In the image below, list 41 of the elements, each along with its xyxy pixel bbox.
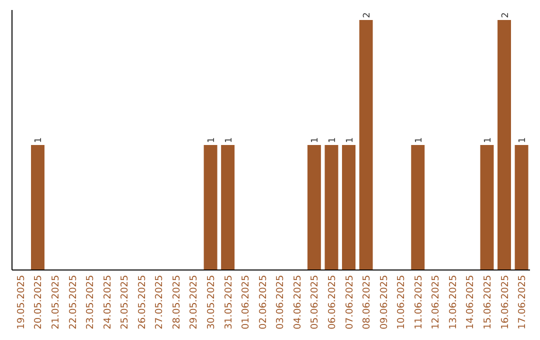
x-tick-label: 16.06.2025 [500, 275, 511, 330]
data-label: 1 [224, 137, 234, 143]
data-label: 2 [362, 12, 373, 18]
x-tick-label: 07.06.2025 [344, 275, 356, 330]
data-label: 1 [34, 137, 44, 143]
x-tick-label: 29.05.2025 [188, 275, 200, 330]
data-label: 1 [414, 137, 424, 143]
x-tick-label: 09.06.2025 [378, 275, 390, 330]
x-tick-label: 10.06.2025 [396, 275, 408, 330]
x-tick-label: 12.06.2025 [430, 275, 442, 330]
x-tick-label: 05.06.2025 [310, 275, 321, 330]
data-label: 1 [328, 137, 338, 143]
x-tick-label: 26.05.2025 [136, 275, 148, 330]
x-tick-label: 27.05.2025 [154, 275, 166, 330]
data-label: 1 [207, 137, 218, 143]
x-tick-label: 17.06.2025 [517, 275, 528, 330]
x-tick-label: 01.06.2025 [240, 275, 252, 330]
x-tick-label: 19.05.2025 [16, 275, 27, 330]
data-label: 1 [483, 137, 494, 143]
x-tick-label: 14.06.2025 [465, 275, 476, 330]
x-tick-label: 24.05.2025 [102, 275, 114, 330]
x-tick-label: 04.06.2025 [292, 275, 304, 330]
data-label: 1 [518, 137, 528, 143]
x-tick-label: 21.05.2025 [50, 275, 62, 330]
x-tick-label: 08.06.2025 [362, 275, 373, 330]
x-tick-label: 03.06.2025 [275, 275, 286, 330]
x-tick-label: 22.05.2025 [68, 275, 79, 330]
x-tick-label: 06.06.2025 [326, 275, 338, 330]
x-tick-label: 25.05.2025 [120, 275, 131, 330]
x-tick-label: 13.06.2025 [448, 275, 459, 330]
x-tick-label: 28.05.2025 [171, 275, 182, 330]
x-tick-label: 15.06.2025 [482, 275, 494, 330]
data-label: 2 [500, 12, 511, 18]
data-label: 1 [345, 137, 356, 143]
x-tick-label: 11.06.2025 [413, 275, 424, 330]
x-tick-label: 30.05.2025 [206, 275, 218, 330]
x-tick-label: 31.05.2025 [223, 275, 234, 330]
data-label: 1 [310, 137, 321, 143]
x-tick-label: 23.05.2025 [85, 275, 96, 330]
x-tick-label: 02.06.2025 [258, 275, 269, 330]
x-tick-label: 20.05.2025 [33, 275, 44, 330]
